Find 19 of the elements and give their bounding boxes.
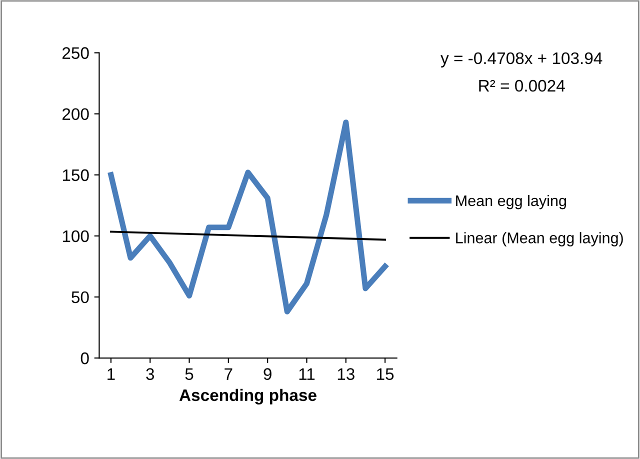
y-tick-label: 100 [62,230,89,242]
x-axis-title: Ascending phase [179,388,316,404]
text: R² = 0.0024 [479,80,565,92]
y-tick-label: 200 [62,108,89,120]
x-tick-label: 3 [146,368,154,380]
x-tick-label: 5 [185,368,194,380]
x-tick-label: 7 [224,368,232,380]
y-tick-label: 0 [80,352,89,364]
y-tick-label: 250 [62,47,89,59]
x-tick-label: 1 [108,368,115,380]
x-tick-label: 15 [377,368,394,380]
text: y = -0.4708x + 103.94 [440,52,602,68]
x-tick-label: 13 [338,368,354,380]
legend-label: Mean egg laying [456,194,566,210]
legend-label: Linear (Mean egg laying) [456,232,623,246]
y-tick-label: 50 [72,291,89,304]
y-tick-label: 150 [62,169,89,182]
x-tick-label: 11 [299,368,315,380]
x-tick-label: 9 [264,368,272,380]
